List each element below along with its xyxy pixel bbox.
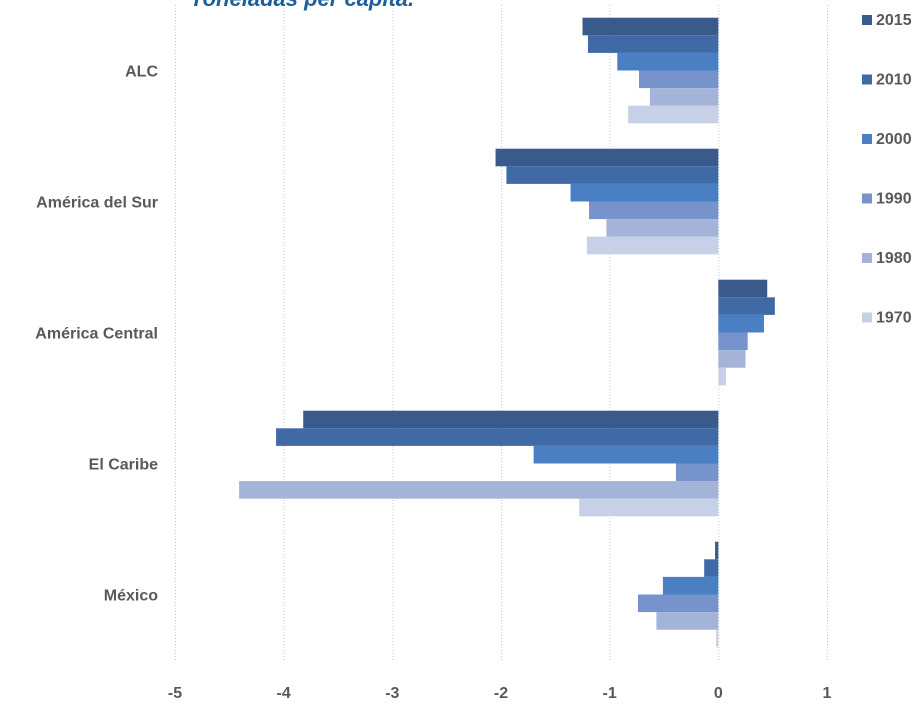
x-tick-label: -2 bbox=[494, 685, 508, 702]
category-labels: ALC América del Sur América Central El Cari… bbox=[35, 64, 158, 605]
tick-labels: -5 -4 -3 -2 -1 0 1 bbox=[168, 685, 832, 702]
bar bbox=[718, 332, 748, 351]
bar bbox=[656, 612, 719, 630]
legend: 2015 2010 2000 1990 1980 1970 bbox=[862, 12, 912, 327]
bar bbox=[716, 629, 719, 648]
x-tick-label: 1 bbox=[823, 685, 832, 702]
legend-label: 1990 bbox=[876, 191, 912, 208]
legend-swatch bbox=[862, 253, 872, 263]
bar bbox=[715, 541, 719, 560]
bar bbox=[589, 201, 719, 220]
bar bbox=[570, 183, 719, 202]
legend-label: 2010 bbox=[876, 72, 912, 89]
bar bbox=[637, 594, 719, 613]
bars-group bbox=[239, 17, 775, 648]
bar bbox=[628, 105, 719, 124]
category-label: ALC bbox=[125, 64, 158, 81]
category-label: América Central bbox=[35, 326, 158, 343]
x-tick-label: -4 bbox=[277, 685, 291, 702]
bar bbox=[239, 481, 719, 499]
bar bbox=[506, 166, 719, 184]
bar bbox=[579, 498, 719, 517]
chart-title: Toneladas per cápita. bbox=[190, 0, 414, 11]
x-tick-label: -1 bbox=[603, 685, 617, 702]
bar bbox=[606, 219, 719, 237]
bar bbox=[586, 236, 719, 255]
category-label: El Caribe bbox=[89, 457, 158, 474]
legend-swatch bbox=[862, 74, 872, 85]
legend-swatch bbox=[862, 15, 872, 25]
x-tick-label: -5 bbox=[168, 685, 182, 702]
bar bbox=[276, 428, 719, 446]
legend-swatch bbox=[862, 134, 872, 144]
bar bbox=[675, 463, 719, 482]
bar bbox=[718, 279, 768, 298]
legend-label: 2000 bbox=[876, 131, 912, 148]
bar bbox=[662, 576, 719, 595]
x-tick-label: -3 bbox=[385, 685, 399, 702]
legend-swatch bbox=[862, 193, 872, 204]
bar bbox=[718, 297, 775, 315]
category-label: América del Sur bbox=[36, 195, 158, 212]
bar bbox=[617, 52, 719, 71]
bar bbox=[649, 88, 719, 106]
bar bbox=[704, 559, 719, 577]
legend-label: 1980 bbox=[876, 250, 912, 267]
bar bbox=[495, 148, 719, 167]
category-label: México bbox=[104, 588, 158, 605]
bar bbox=[533, 445, 719, 464]
bar bbox=[587, 35, 719, 53]
bar bbox=[582, 17, 719, 36]
bar bbox=[718, 314, 764, 333]
legend-label: 1970 bbox=[876, 310, 912, 327]
bar bbox=[718, 367, 726, 386]
bar bbox=[718, 350, 746, 368]
bar bbox=[639, 70, 719, 89]
legend-label: 2015 bbox=[876, 12, 912, 29]
legend-swatch bbox=[862, 312, 872, 323]
bar bbox=[303, 410, 719, 429]
x-tick-label: 0 bbox=[714, 685, 723, 702]
